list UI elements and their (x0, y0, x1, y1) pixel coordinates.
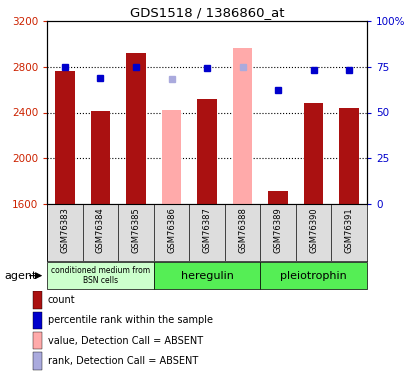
Text: GSM76383: GSM76383 (60, 207, 69, 253)
Text: value, Detection Call = ABSENT: value, Detection Call = ABSENT (48, 336, 202, 346)
Text: GSM76388: GSM76388 (238, 207, 247, 253)
Text: conditioned medium from
BSN cells: conditioned medium from BSN cells (51, 266, 150, 285)
Text: GSM76387: GSM76387 (202, 207, 211, 253)
Text: percentile rank within the sample: percentile rank within the sample (48, 315, 212, 326)
Bar (197, 99, 216, 204)
Bar (232, 48, 252, 204)
Bar (33, 352, 42, 370)
Bar (153, 262, 260, 289)
Text: GSM76390: GSM76390 (308, 207, 317, 253)
Bar (90, 111, 110, 204)
Bar (33, 291, 42, 309)
Bar (303, 104, 323, 204)
Bar (126, 53, 146, 204)
Text: GSM76385: GSM76385 (131, 207, 140, 253)
Text: GSM76384: GSM76384 (96, 207, 105, 253)
Bar (33, 332, 42, 350)
Bar (339, 108, 358, 204)
Text: pleiotrophin: pleiotrophin (280, 271, 346, 280)
Bar (267, 190, 287, 204)
Text: GSM76389: GSM76389 (273, 207, 282, 253)
Bar (47, 262, 153, 289)
Bar (161, 110, 181, 204)
Text: rank, Detection Call = ABSENT: rank, Detection Call = ABSENT (48, 356, 198, 366)
Text: GSM76386: GSM76386 (166, 207, 175, 253)
Bar (260, 262, 366, 289)
Bar (55, 71, 74, 204)
Bar (33, 312, 42, 329)
Text: GSM76391: GSM76391 (344, 207, 353, 253)
Title: GDS1518 / 1386860_at: GDS1518 / 1386860_at (130, 6, 283, 20)
Text: agent: agent (4, 271, 36, 280)
Text: heregulin: heregulin (180, 271, 233, 280)
Text: count: count (48, 295, 75, 305)
